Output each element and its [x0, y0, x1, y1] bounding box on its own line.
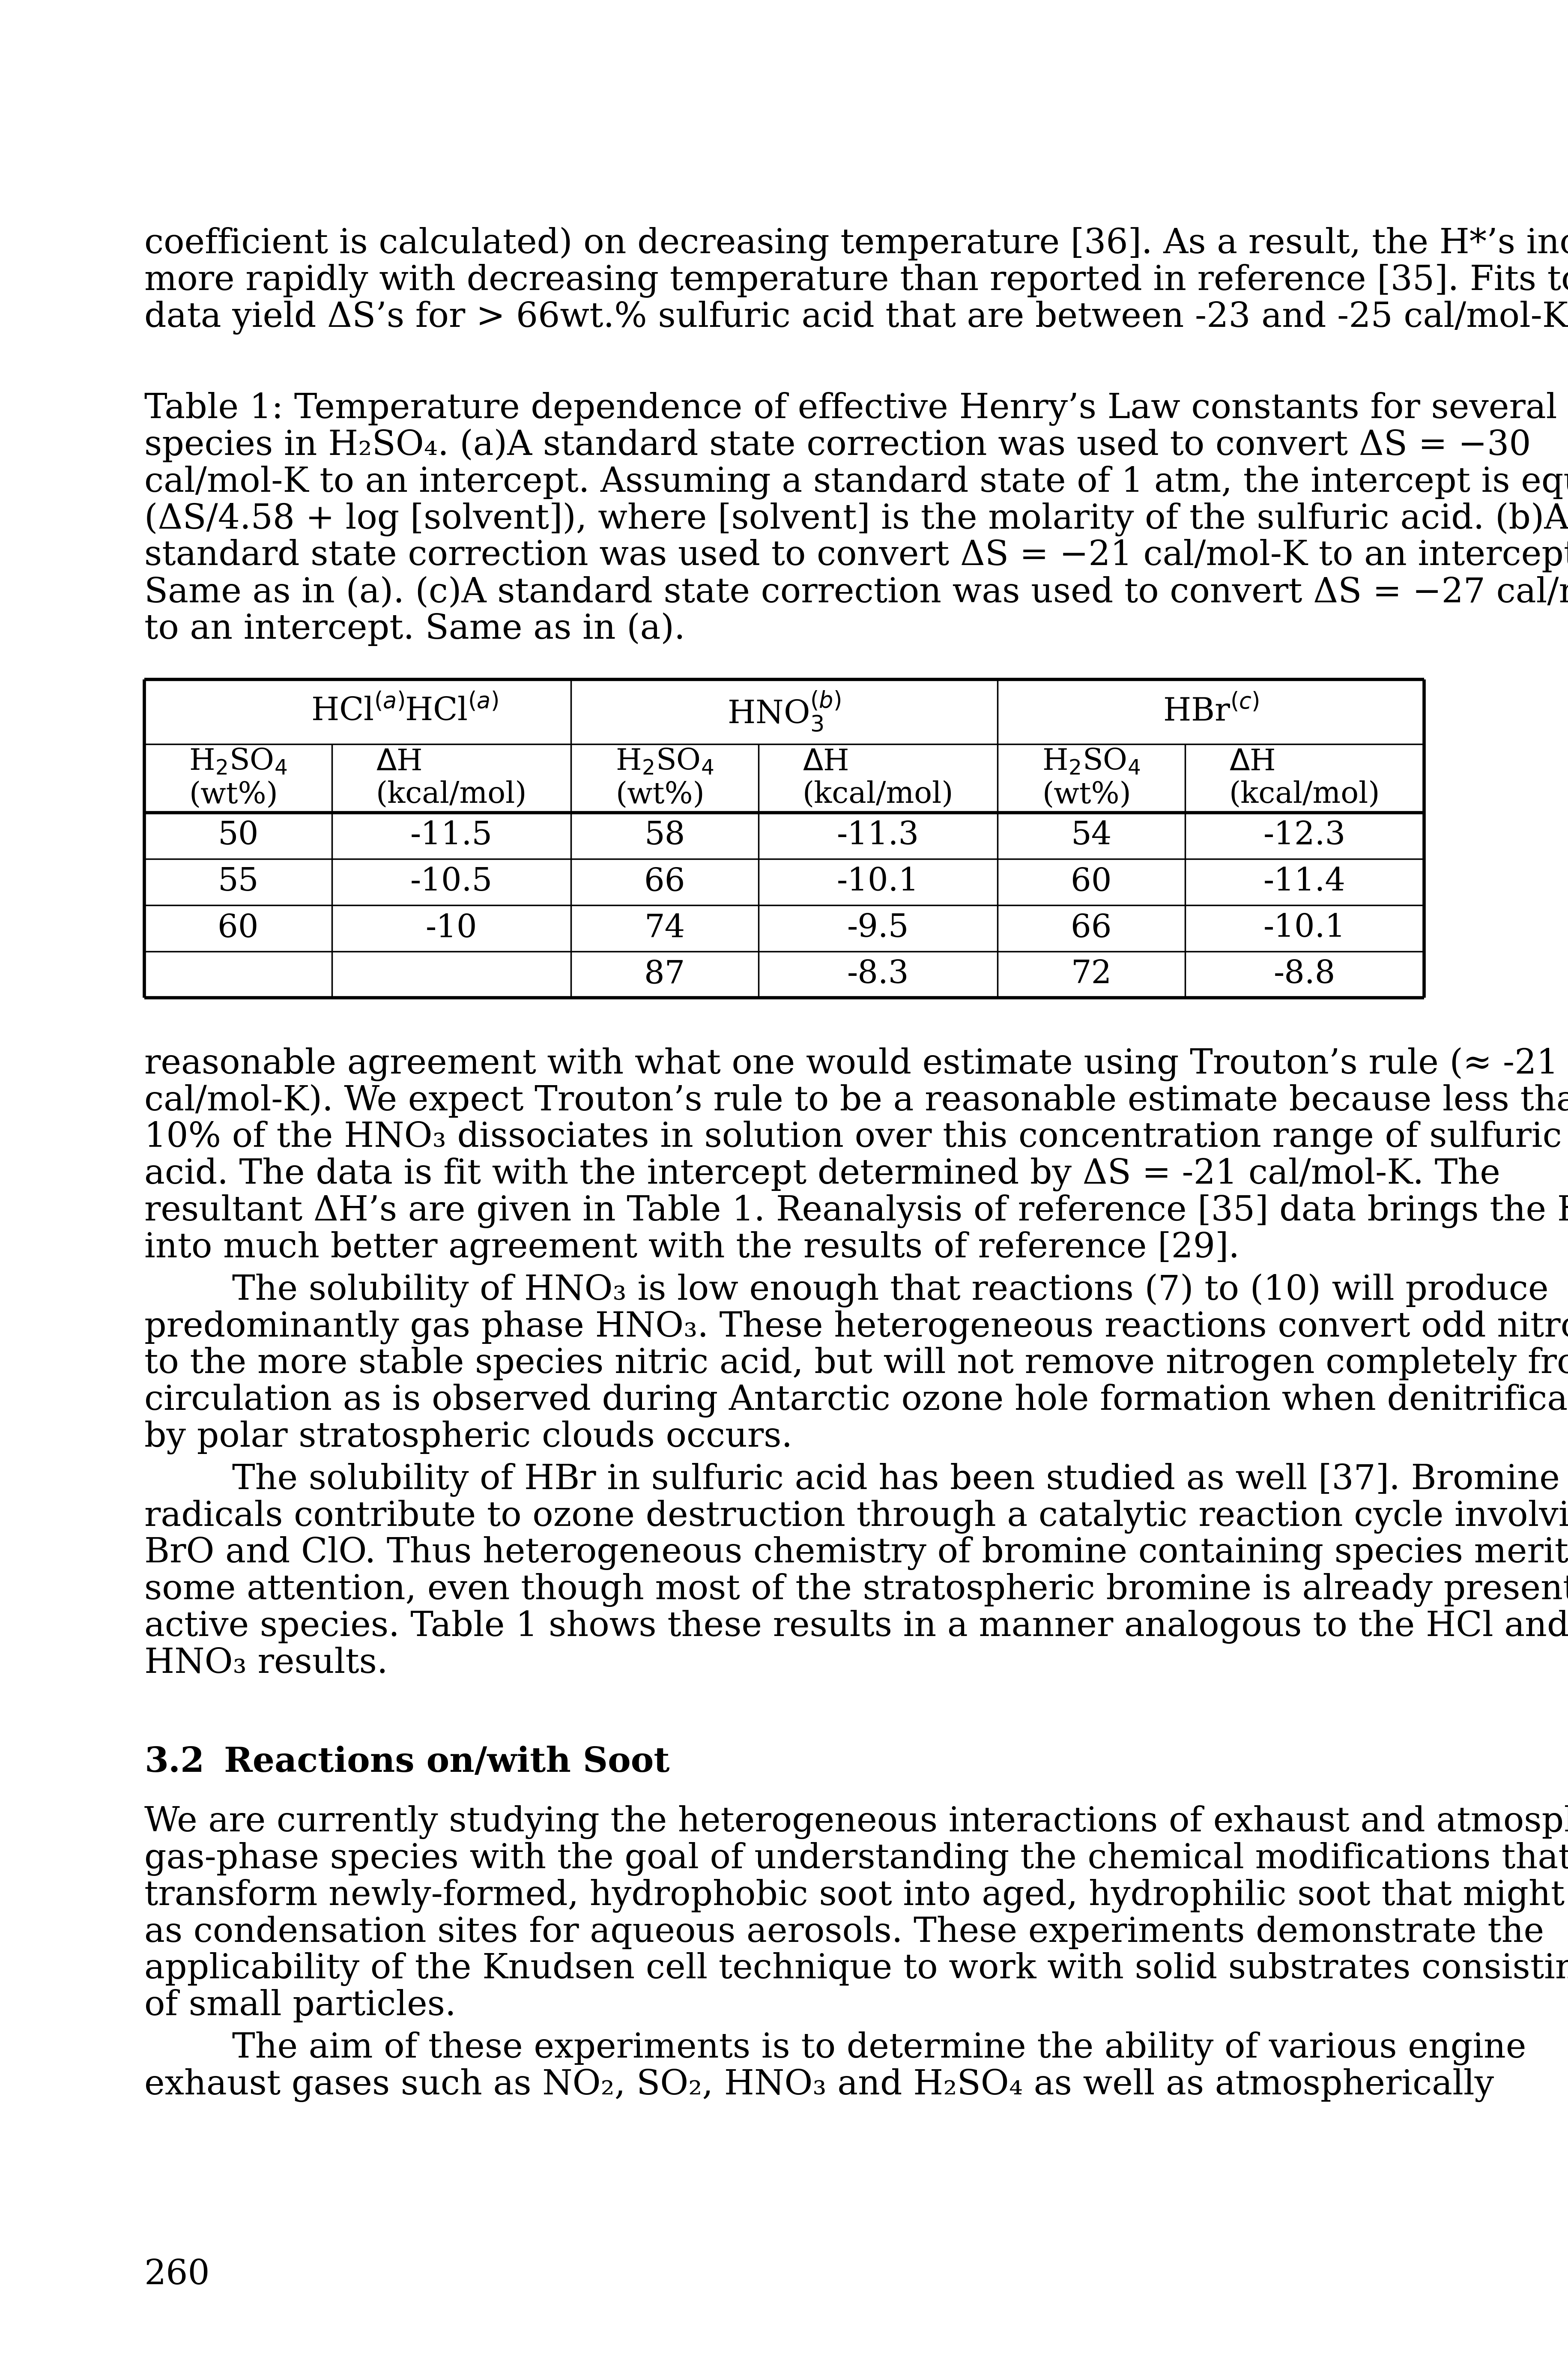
Text: -10.1: -10.1 — [837, 866, 919, 897]
Text: 54: 54 — [1071, 820, 1112, 851]
Text: to an intercept. Same as in (a).: to an intercept. Same as in (a). — [144, 614, 685, 647]
Text: gas-phase species with the goal of understanding the chemical modifications that: gas-phase species with the goal of under… — [144, 1843, 1568, 1876]
Text: Table 1: Temperature dependence of effective Henry’s Law constants for several: Table 1: Temperature dependence of effec… — [144, 392, 1557, 426]
Text: 60: 60 — [1071, 866, 1112, 897]
Text: 60: 60 — [218, 913, 259, 944]
Text: BrO and ClO. Thus heterogeneous chemistry of bromine containing species merits: BrO and ClO. Thus heterogeneous chemistr… — [144, 1536, 1568, 1569]
Text: 10% of the HNO₃ dissociates in solution over this concentration range of sulfuri: 10% of the HNO₃ dissociates in solution … — [144, 1120, 1562, 1156]
Text: -11.4: -11.4 — [1264, 866, 1345, 897]
Text: exhaust gases such as NO₂, SO₂, HNO₃ and H₂SO₄ as well as atmospherically: exhaust gases such as NO₂, SO₂, HNO₃ and… — [144, 2069, 1493, 2102]
Text: by polar stratospheric clouds occurs.: by polar stratospheric clouds occurs. — [144, 1420, 792, 1455]
Text: of small particles.: of small particles. — [144, 1988, 456, 2024]
Text: resultant ΔH’s are given in Table 1. Reanalysis of reference [35] data brings th: resultant ΔH’s are given in Table 1. Rea… — [144, 1194, 1568, 1229]
Text: -10.5: -10.5 — [411, 866, 492, 897]
Text: 87: 87 — [644, 958, 685, 989]
Text: 74: 74 — [644, 913, 685, 944]
Text: acid. The data is fit with the intercept determined by ΔS = -21 cal/mol-K. The: acid. The data is fit with the intercept… — [144, 1158, 1501, 1191]
Text: H$_2$SO$_4$
(wt%): H$_2$SO$_4$ (wt%) — [1041, 747, 1140, 809]
Text: radicals contribute to ozone destruction through a catalytic reaction cycle invo: radicals contribute to ozone destruction… — [144, 1501, 1568, 1534]
Text: to the more stable species nitric acid, but will not remove nitrogen completely : to the more stable species nitric acid, … — [144, 1346, 1568, 1382]
Text: The solubility of HBr in sulfuric acid has been studied as well [37]. Bromine: The solubility of HBr in sulfuric acid h… — [144, 1462, 1559, 1496]
Text: some attention, even though most of the stratospheric bromine is already present: some attention, even though most of the … — [144, 1574, 1568, 1608]
Text: as condensation sites for aqueous aerosols. These experiments demonstrate the: as condensation sites for aqueous aeroso… — [144, 1917, 1543, 1950]
Text: predominantly gas phase HNO₃. These heterogeneous reactions convert odd nitrogen: predominantly gas phase HNO₃. These hete… — [144, 1310, 1568, 1344]
Text: The aim of these experiments is to determine the ability of various engine: The aim of these experiments is to deter… — [144, 2031, 1526, 2064]
Text: H$_2$SO$_4$
(wt%): H$_2$SO$_4$ (wt%) — [615, 747, 713, 809]
Text: The solubility of HNO₃ is low enough that reactions (7) to (10) will produce: The solubility of HNO₃ is low enough tha… — [144, 1275, 1548, 1308]
Text: HCl$^{(a)}$: HCl$^{(a)}$ — [405, 697, 499, 728]
Text: more rapidly with decreasing temperature than reported in reference [35]. Fits t: more rapidly with decreasing temperature… — [144, 264, 1568, 297]
Text: HNO$_3^{(b)}$: HNO$_3^{(b)}$ — [728, 690, 840, 732]
Text: applicability of the Knudsen cell technique to work with solid substrates consis: applicability of the Knudsen cell techni… — [144, 1952, 1568, 1986]
Text: HBr$^{(c)}$: HBr$^{(c)}$ — [1162, 697, 1259, 728]
Text: transform newly-formed, hydrophobic soot into aged, hydrophilic soot that might : transform newly-formed, hydrophobic soot… — [144, 1879, 1568, 1912]
Text: H$_2$SO$_4$
(wt%): H$_2$SO$_4$ (wt%) — [188, 747, 287, 809]
Text: $\Delta$H
(kcal/mol): $\Delta$H (kcal/mol) — [803, 747, 953, 809]
Text: 72: 72 — [1071, 958, 1112, 989]
Text: -9.5: -9.5 — [847, 913, 909, 944]
Text: -11.5: -11.5 — [411, 820, 492, 851]
Text: Same as in (a). (c)A standard state correction was used to convert ΔS = −27 cal/: Same as in (a). (c)A standard state corr… — [144, 575, 1568, 609]
Text: $\Delta$H
(kcal/mol): $\Delta$H (kcal/mol) — [1229, 747, 1380, 809]
Text: data yield ΔS’s for > 66wt.% sulfuric acid that are between -23 and -25 cal/mol-: data yield ΔS’s for > 66wt.% sulfuric ac… — [144, 300, 1568, 335]
Text: 3.2: 3.2 — [144, 1745, 204, 1779]
Text: -10.1: -10.1 — [1264, 913, 1345, 944]
Text: 260: 260 — [144, 2259, 210, 2292]
Text: species in H₂SO₄. (a)A standard state correction was used to convert ΔS = −30: species in H₂SO₄. (a)A standard state co… — [144, 428, 1530, 461]
Text: into much better agreement with the results of reference [29].: into much better agreement with the resu… — [144, 1232, 1239, 1265]
Text: -8.3: -8.3 — [847, 958, 909, 989]
Text: Reactions on/with Soot: Reactions on/with Soot — [224, 1745, 670, 1779]
Text: cal/mol-K to an intercept. Assuming a standard state of 1 atm, the intercept is : cal/mol-K to an intercept. Assuming a st… — [144, 466, 1568, 499]
Text: cal/mol-K). We expect Trouton’s rule to be a reasonable estimate because less th: cal/mol-K). We expect Trouton’s rule to … — [144, 1084, 1568, 1118]
Text: HCl$^{(a)}$: HCl$^{(a)}$ — [310, 697, 405, 728]
Text: reasonable agreement with what one would estimate using Trouton’s rule (≈ -21: reasonable agreement with what one would… — [144, 1046, 1559, 1082]
Text: standard state correction was used to convert ΔS = −21 cal/mol-K to an intercept: standard state correction was used to co… — [144, 540, 1568, 573]
Text: 55: 55 — [218, 866, 259, 897]
Text: active species. Table 1 shows these results in a manner analogous to the HCl and: active species. Table 1 shows these resu… — [144, 1610, 1568, 1643]
Text: -10: -10 — [425, 913, 477, 944]
Text: coefficient is calculated) on decreasing temperature [36]. As a result, the H*’s: coefficient is calculated) on decreasing… — [144, 226, 1568, 262]
Text: HNO₃ results.: HNO₃ results. — [144, 1646, 387, 1681]
Text: -11.3: -11.3 — [837, 820, 919, 851]
Text: We are currently studying the heterogeneous interactions of exhaust and atmosphe: We are currently studying the heterogene… — [144, 1805, 1568, 1838]
Text: -8.8: -8.8 — [1273, 958, 1336, 989]
Text: circulation as is observed during Antarctic ozone hole formation when denitrific: circulation as is observed during Antarc… — [144, 1384, 1568, 1417]
Text: -12.3: -12.3 — [1264, 820, 1345, 851]
Text: 66: 66 — [1071, 913, 1112, 944]
Text: (ΔS/4.58 + log [solvent]), where [solvent] is the molarity of the sulfuric acid.: (ΔS/4.58 + log [solvent]), where [solven… — [144, 502, 1568, 537]
Text: 58: 58 — [644, 820, 685, 851]
Text: $\Delta$H
(kcal/mol): $\Delta$H (kcal/mol) — [376, 747, 527, 809]
Text: 66: 66 — [644, 866, 685, 897]
Text: 50: 50 — [218, 820, 259, 851]
